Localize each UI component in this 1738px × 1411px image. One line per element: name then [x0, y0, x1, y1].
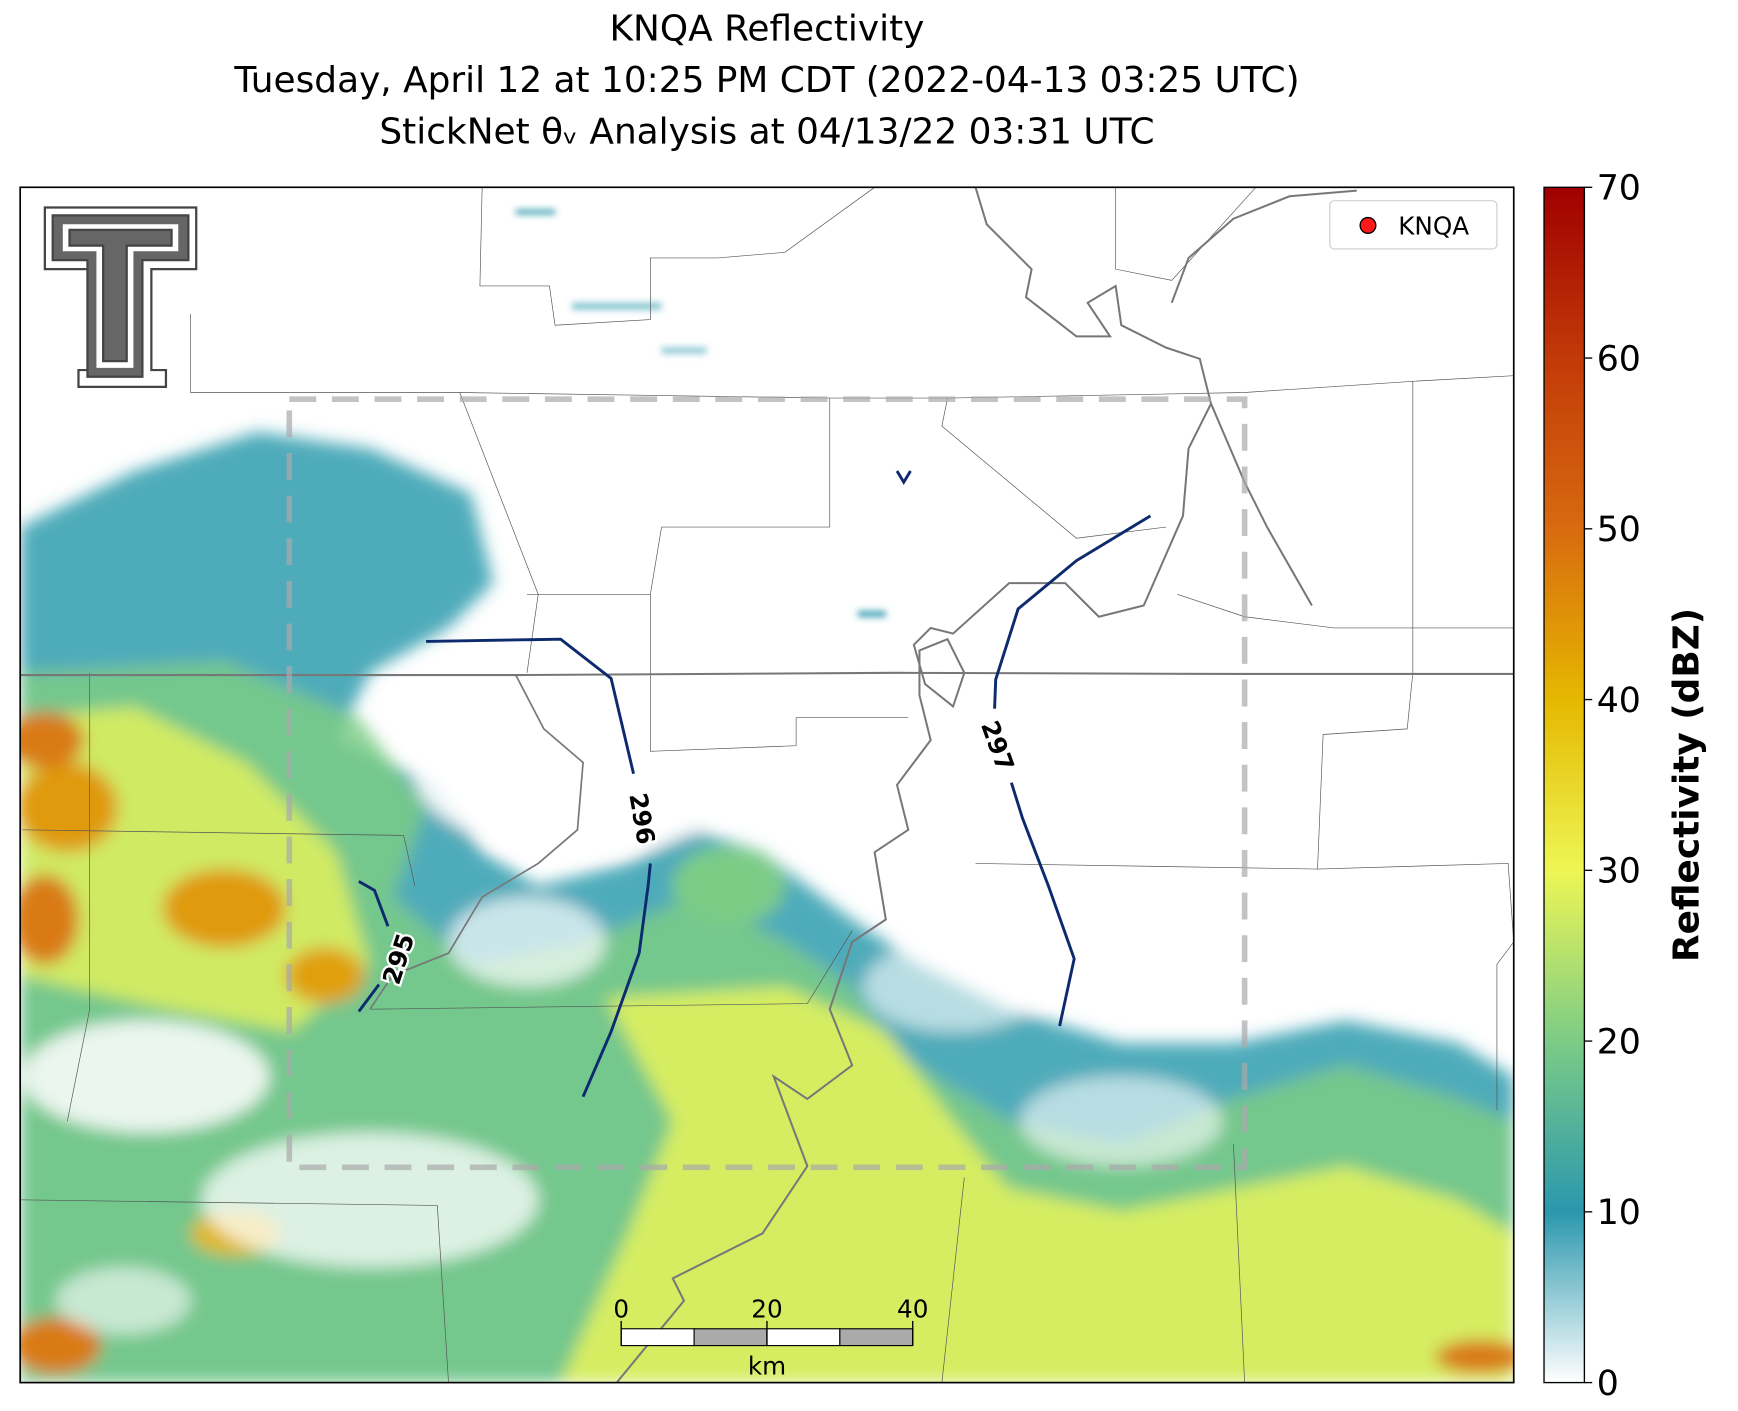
scale-bar: 0 20 40 km	[613, 1295, 928, 1381]
subtitle: StickNet θᵥ Analysis at 04/13/22 03:31 U…	[379, 112, 1154, 153]
scale-unit: km	[748, 1352, 786, 1381]
colorbar-tick-label: 40	[1597, 681, 1641, 721]
scale-segment	[839, 1328, 914, 1347]
colorbar-label: Reflectivity (dBZ)	[1667, 608, 1708, 962]
colorbar-tick-label: 70	[1597, 169, 1641, 209]
colorbar-tick-label: 60	[1597, 339, 1641, 379]
reflectivity	[20, 431, 1514, 1383]
subtitle: Tuesday, April 12 at 10:25 PM CDT (2022-…	[233, 60, 1299, 101]
colorbar	[1543, 186, 1586, 1384]
state-line	[20, 671, 1514, 677]
analysis-domain	[286, 396, 1248, 1171]
legend: KNQA	[1329, 200, 1498, 250]
scale-segment	[766, 1328, 841, 1347]
river	[615, 187, 1213, 1383]
colorbar-tick-label: 0	[1597, 1364, 1619, 1404]
scale-segment	[620, 1328, 695, 1347]
title: KNQA Reflectivity	[610, 8, 925, 49]
colorbar-tick-label: 30	[1597, 852, 1641, 892]
logo	[43, 206, 198, 389]
colorbar-tick-label: 20	[1597, 1022, 1641, 1062]
radar-map	[20, 187, 1514, 1383]
scale-tick-label: 40	[897, 1295, 928, 1324]
colorbar-tick-label: 10	[1597, 1193, 1641, 1233]
colorbar-tick-label: 50	[1597, 510, 1641, 550]
legend-label: KNQA	[1398, 211, 1469, 240]
map-frame	[19, 186, 1515, 1384]
scale-tick-label: 0	[613, 1295, 629, 1324]
scale-tick-label: 20	[751, 1295, 782, 1324]
scale-segment	[693, 1328, 768, 1347]
theta-v-contours	[357, 470, 1152, 1098]
